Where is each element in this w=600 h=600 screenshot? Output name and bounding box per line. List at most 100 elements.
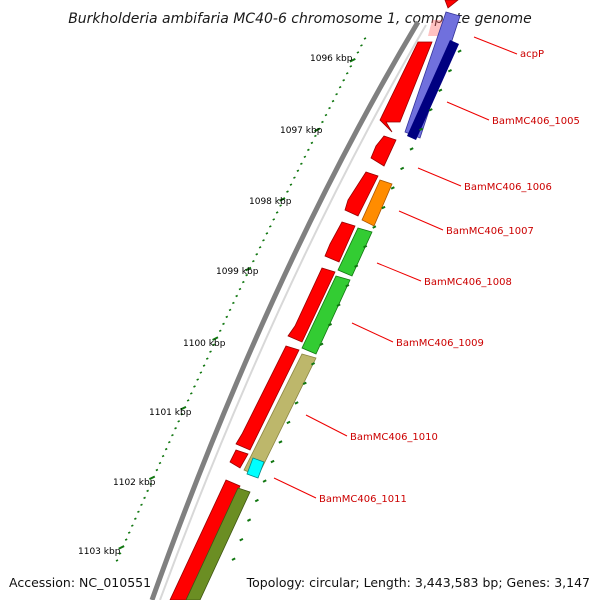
callout-line — [273, 477, 317, 499]
gene-label: BamMC406_1008 — [424, 277, 512, 288]
inner-tick — [310, 362, 316, 366]
minor-tick — [300, 162, 303, 165]
inner-tick — [270, 459, 275, 464]
inner-tick — [438, 88, 443, 92]
minor-tick — [360, 44, 363, 47]
minor-tick — [238, 287, 242, 291]
minor-tick — [286, 190, 289, 193]
minor-tick — [186, 399, 190, 402]
backbone-outer — [149, 20, 421, 600]
callout-line — [351, 322, 394, 343]
minor-tick — [134, 517, 137, 520]
inner-tick-ring — [231, 49, 462, 561]
minor-tick — [127, 531, 131, 534]
inner-tick — [372, 225, 377, 229]
inner-tick — [239, 537, 244, 542]
minor-tick — [232, 301, 235, 305]
major-tick — [314, 127, 321, 133]
inner-tick — [409, 147, 414, 151]
minor-tick — [164, 447, 168, 451]
major-tick — [279, 197, 286, 202]
minor-tick — [189, 392, 193, 395]
gene-BamMC406_1007 — [361, 179, 393, 227]
minor-tick — [289, 183, 293, 186]
kbp-label: 1099 kbp — [216, 267, 259, 277]
minor-tick — [222, 322, 225, 326]
gene-olive — [185, 487, 251, 600]
minor-tick — [149, 482, 153, 486]
minor-tick — [342, 79, 346, 82]
minor-tick — [137, 510, 140, 513]
gene-label: BamMC406_1009 — [396, 338, 484, 349]
minor-tick — [199, 371, 203, 374]
minor-tick — [293, 176, 296, 179]
forward-gene — [344, 171, 379, 217]
minor-tick — [212, 343, 216, 346]
inner-tick — [286, 420, 291, 425]
minor-tick — [349, 65, 353, 68]
kbp-label: 1102 kbp — [113, 478, 156, 488]
major-tick — [349, 57, 356, 63]
forward-gene — [287, 267, 336, 343]
kbp-label: 1097 kbp — [280, 126, 323, 136]
kbp-label: 1098 kbp — [249, 197, 292, 207]
minor-tick — [196, 378, 200, 381]
callout-line — [473, 36, 518, 55]
minor-tick — [158, 461, 162, 465]
inner-tick — [400, 166, 405, 171]
backbone-inner — [159, 24, 427, 600]
minor-tick — [328, 106, 331, 110]
minor-tick — [324, 113, 328, 117]
minor-tick — [356, 51, 360, 54]
minor-tick — [345, 72, 349, 75]
inner-tick — [428, 108, 433, 112]
minor-tick — [140, 503, 143, 507]
minor-tick — [205, 357, 209, 360]
major-tick — [245, 266, 252, 272]
minor-tick — [272, 218, 276, 221]
forward-gene — [379, 41, 433, 133]
minor-tick — [363, 37, 367, 40]
minor-tick — [268, 225, 272, 228]
inner-tick — [294, 401, 299, 405]
gene-BamMC406_1005-light — [404, 11, 461, 139]
inner-tick — [336, 303, 341, 307]
major-tick — [180, 405, 187, 411]
minor-tick — [335, 92, 338, 96]
minor-tick — [161, 454, 165, 458]
callout-line — [376, 262, 422, 282]
minor-tick — [307, 148, 310, 152]
minor-tick — [143, 496, 146, 500]
reverse-strand-genes — [185, 11, 461, 600]
gene-BamMC406_1005 — [407, 40, 459, 140]
minor-tick — [255, 253, 259, 256]
inner-tick — [278, 440, 283, 444]
kbp-label: 1103 kbp — [78, 547, 121, 557]
gene-label: acpP — [520, 49, 544, 60]
minor-tick — [167, 440, 171, 444]
gene-labels: acpP BamMC406_1005 BamMC406_1006 BamMC40… — [319, 49, 580, 505]
callout-line — [305, 414, 348, 437]
kbp-labels: 1096 kbp 1097 kbp 1098 kbp 1099 kbp 1100… — [78, 54, 353, 557]
forward-gene — [235, 345, 300, 451]
minor-tick — [130, 524, 134, 527]
minor-tick — [338, 86, 342, 89]
minor-tick — [171, 434, 174, 437]
major-tick — [118, 545, 125, 550]
minor-tick — [331, 99, 335, 103]
callout-line — [398, 210, 444, 231]
minor-tick — [303, 155, 307, 159]
inner-tick — [231, 557, 236, 561]
forward-gene — [370, 135, 397, 167]
minor-tick — [177, 420, 181, 423]
inner-tick — [327, 323, 333, 327]
forward-gene — [324, 221, 356, 263]
inner-tick — [457, 49, 462, 53]
topology-text: Topology: circular; Length: 3,443,583 bp… — [246, 575, 590, 590]
minor-tick — [124, 538, 128, 541]
inner-tick — [254, 498, 259, 503]
minor-tick — [262, 239, 265, 242]
inner-tick — [354, 264, 359, 268]
gene-label: BamMC406_1011 — [319, 494, 407, 505]
